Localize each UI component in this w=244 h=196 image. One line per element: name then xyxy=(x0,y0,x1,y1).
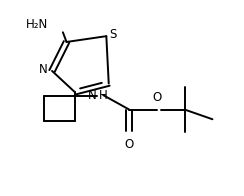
Text: H: H xyxy=(99,89,108,102)
Text: N: N xyxy=(39,64,47,76)
Text: S: S xyxy=(109,28,117,41)
Text: O: O xyxy=(125,138,134,151)
Text: N: N xyxy=(88,89,97,102)
Text: O: O xyxy=(152,91,162,104)
Text: H₂N: H₂N xyxy=(26,18,48,31)
